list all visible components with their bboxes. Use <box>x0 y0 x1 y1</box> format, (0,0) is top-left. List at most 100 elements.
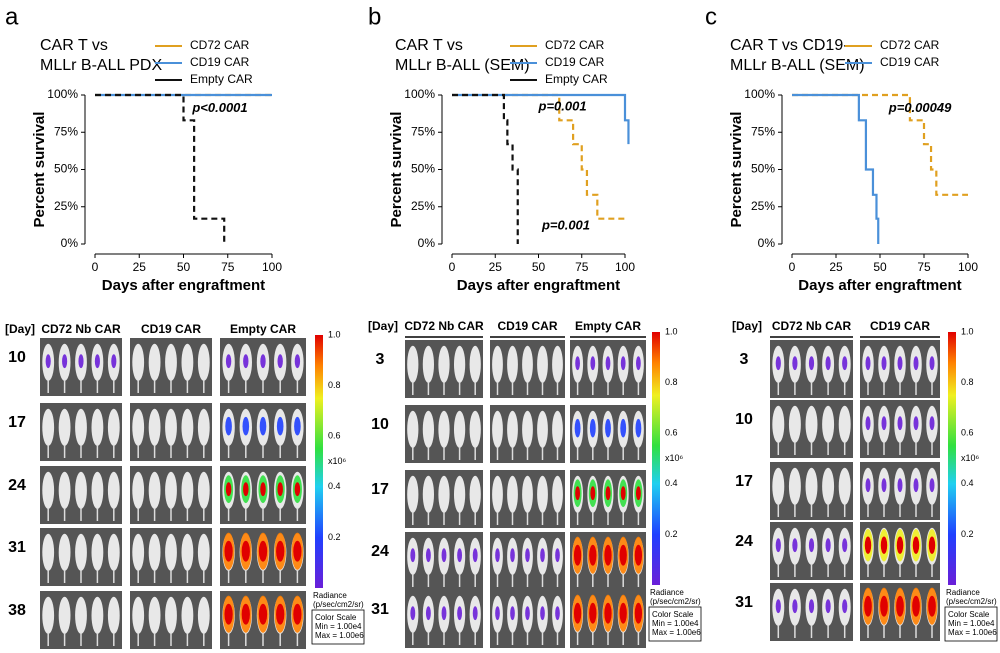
mouse <box>492 475 503 513</box>
signal-core <box>604 602 612 624</box>
signal-core <box>224 603 233 625</box>
color-scale-text: Color Scale <box>315 613 357 622</box>
signal <box>881 356 887 371</box>
day-label: 24 <box>371 543 389 560</box>
signal <box>276 416 284 436</box>
color-bar <box>948 332 956 585</box>
mouse <box>42 471 55 509</box>
signal-core <box>635 486 641 501</box>
signal-core <box>277 482 283 497</box>
mouse <box>197 533 210 571</box>
mouse <box>165 408 177 446</box>
mouse <box>422 410 435 448</box>
x-tick-label: 75 <box>575 260 589 274</box>
signal <box>635 418 642 438</box>
mouse <box>805 405 818 443</box>
panel-label: c <box>705 3 717 30</box>
y-tick-label: 0% <box>758 236 776 250</box>
signal-core <box>864 536 872 554</box>
x-tick-label: 100 <box>615 260 635 274</box>
signal <box>294 416 301 436</box>
signal-core <box>243 482 249 497</box>
color-scale-text: Color Scale <box>948 610 990 619</box>
signal <box>260 354 266 369</box>
signal <box>510 606 515 621</box>
signal-core <box>276 540 285 562</box>
mouse <box>537 410 548 448</box>
signal <box>277 354 283 369</box>
mouse <box>107 596 120 634</box>
mouse <box>75 408 87 446</box>
y-tick-label: 25% <box>411 199 435 213</box>
signal-core <box>634 544 643 566</box>
mouse <box>772 405 785 443</box>
x-tick-label: 0 <box>449 260 456 274</box>
color-bar-tick: 0.4 <box>665 478 678 488</box>
survival-curve <box>792 93 880 244</box>
signal <box>589 418 596 438</box>
signal-core <box>241 603 250 625</box>
signal <box>913 416 919 431</box>
chart-title: MLLr B-ALL (SEM) <box>730 57 865 74</box>
legend-label: CD72 CAR <box>545 38 605 52</box>
signal-core <box>294 482 301 497</box>
mouse <box>42 533 55 571</box>
mouse <box>58 596 71 634</box>
day-label: 10 <box>8 349 26 366</box>
color-bar-tick: 1.0 <box>665 326 678 336</box>
y-tick-label: 75% <box>54 124 78 138</box>
x-tick-label: 100 <box>958 260 978 274</box>
mouse <box>165 596 177 634</box>
y-tick-label: 100% <box>404 87 435 101</box>
color-scale-text: Min = 1.00e4 <box>948 619 995 628</box>
y-tick-label: 50% <box>411 162 435 176</box>
annotation: p=0.00049 <box>888 100 952 115</box>
survival-curve <box>792 93 968 196</box>
legend-label: CD72 CAR <box>190 38 250 52</box>
mouse <box>197 343 210 381</box>
day-label: 24 <box>735 533 753 550</box>
signal <box>575 356 580 371</box>
mouse <box>537 475 548 513</box>
signal <box>897 356 903 371</box>
signal <box>808 538 815 553</box>
signal <box>913 356 919 371</box>
mouse <box>407 475 419 513</box>
signal <box>574 418 581 438</box>
color-scale-text: Min = 1.00e4 <box>652 619 699 628</box>
day-label: 10 <box>371 416 389 433</box>
signal <box>842 356 848 371</box>
legend-label: Empty CAR <box>190 72 253 86</box>
color-bar-tick: 0.6 <box>665 428 678 438</box>
signal <box>842 538 848 553</box>
mouse <box>165 533 177 571</box>
legend-label: CD19 CAR <box>190 55 250 69</box>
signal <box>441 548 447 563</box>
mouse <box>148 596 161 634</box>
signal <box>881 478 887 493</box>
x-tick-label: 25 <box>133 260 147 274</box>
day-header: [Day] <box>368 319 398 333</box>
mouse <box>492 345 503 383</box>
signal <box>472 606 478 621</box>
signal <box>540 606 545 621</box>
signal <box>472 548 478 563</box>
mouse <box>75 471 87 509</box>
signal-core <box>864 595 872 617</box>
signal <box>495 548 500 563</box>
signal <box>94 354 100 369</box>
signal <box>792 538 798 553</box>
radiance-label: (p/sec/cm2/sr) <box>946 597 997 606</box>
y-tick-label: 100% <box>47 87 78 101</box>
signal <box>881 416 887 431</box>
column-header: CD19 CAR <box>870 319 930 333</box>
mouse <box>91 596 104 634</box>
signal-core <box>225 482 232 497</box>
mouse <box>407 345 419 383</box>
signal <box>825 538 831 553</box>
annotation: p=0.001 <box>541 218 590 233</box>
signal <box>243 354 249 369</box>
mouse <box>132 596 145 634</box>
mouse <box>838 405 851 443</box>
